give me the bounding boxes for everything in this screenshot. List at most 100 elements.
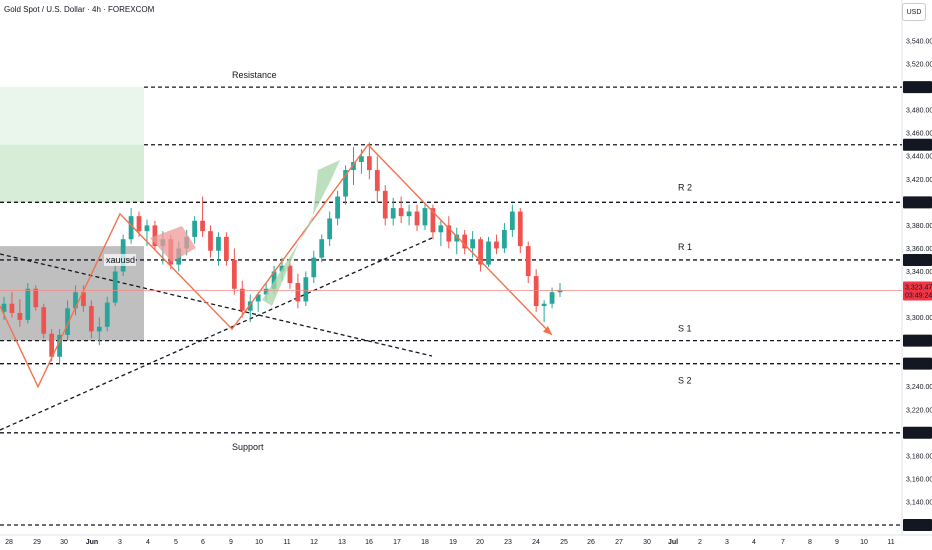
descending-trendline [0,253,433,357]
level-price-tag [903,357,932,370]
candle-body[interactable] [303,277,309,302]
candle-body[interactable] [406,211,412,217]
bearish-arrow [150,226,196,262]
candle-body[interactable] [335,196,340,219]
candle-body[interactable] [41,307,47,334]
candle-body[interactable] [438,225,444,233]
level-label: R 2 [678,182,692,192]
candle-body[interactable] [517,211,523,247]
candle-body[interactable] [279,265,285,272]
candle-body[interactable] [422,208,428,226]
candle-body[interactable] [470,239,476,249]
x-tick-label: Jul [668,539,678,546]
candle-body[interactable] [319,239,325,258]
candle-body[interactable] [287,265,293,283]
x-tick-label: 9 [835,539,839,546]
x-tick-label: 11 [283,539,290,546]
candle-body[interactable] [374,170,380,191]
candle-body[interactable] [128,216,134,240]
candle-body[interactable] [88,306,94,332]
candle-body[interactable] [144,225,150,232]
x-tick-label: 26 [587,539,595,546]
candle-body[interactable] [57,334,62,357]
candle-body[interactable] [446,225,452,242]
candle-body[interactable] [81,292,86,307]
candle-body[interactable] [65,308,70,335]
candle-body[interactable] [73,292,78,309]
y-tick-label: 3,440.00 [906,154,932,161]
candle-body[interactable] [414,211,420,226]
candle-body[interactable] [462,234,468,249]
candle-body[interactable] [104,302,110,327]
y-tick-label: 3,340.00 [906,269,932,276]
candle-body[interactable] [502,229,507,249]
currency-button[interactable]: USD [902,3,926,21]
y-tick-label: 3,300.00 [906,315,932,322]
candle-body[interactable] [533,276,539,307]
candle-body[interactable] [231,259,237,289]
candle-body[interactable] [263,288,269,295]
candle-body[interactable] [390,208,396,219]
candle-body[interactable] [541,303,547,307]
candle-body[interactable] [478,239,483,265]
candle-body[interactable] [343,170,348,197]
candle-body[interactable] [9,303,15,313]
level-price-label: 3,350.00 [905,257,932,264]
candle-body[interactable] [136,216,142,232]
candle-body[interactable] [311,257,317,278]
annotation-label: xauusd [106,255,135,265]
level-label: S 2 [678,376,692,386]
candle-body[interactable] [25,288,31,320]
candle-body[interactable] [216,236,221,251]
candle-body[interactable] [366,156,372,171]
candle-body[interactable] [486,241,491,265]
x-tick-label: 18 [421,539,429,546]
candle-body[interactable] [549,292,555,304]
x-tick-label: 16 [365,539,373,546]
candle-body[interactable] [152,225,158,247]
candle-body[interactable] [1,303,7,312]
candle-body[interactable] [509,211,515,230]
candle-body[interactable] [33,288,39,308]
candle-body[interactable] [557,289,563,293]
candle-body[interactable] [359,156,364,162]
x-tick-label: 25 [560,539,568,546]
y-tick-label: 3,360.00 [906,246,932,253]
level-price-tag [903,426,932,439]
candle-body[interactable] [200,220,205,232]
level-price-tag [903,138,932,151]
x-tick-label: 24 [532,539,540,546]
candle-body[interactable] [208,231,213,251]
candle-body[interactable] [454,234,460,242]
candle-body[interactable] [17,312,23,320]
candle-body[interactable] [351,162,356,171]
y-tick-label: 3,380.00 [906,223,932,230]
candle-body[interactable] [382,190,388,219]
y-tick-label: 3,540.00 [906,39,932,46]
candle-body[interactable] [494,241,499,249]
candle-body[interactable] [224,236,229,260]
candle-body[interactable] [112,271,118,303]
x-tick-label: 10 [255,539,263,546]
candle-body[interactable] [430,208,436,233]
candle-body[interactable] [192,220,198,237]
candle-body[interactable] [96,326,102,332]
y-tick-label: 3,160.00 [906,476,932,483]
candle-body[interactable] [49,333,55,357]
bullish-arrow [262,160,340,306]
y-tick-label: 3,240.00 [906,384,932,391]
candle-body[interactable] [239,288,245,311]
candle-body[interactable] [525,246,531,277]
x-tick-label: 23 [504,539,512,546]
x-tick-label: 10 [860,539,868,546]
candle-body[interactable] [271,271,277,289]
candle-body[interactable] [247,301,253,311]
candle-body[interactable] [255,294,261,302]
x-tick-label: 30 [60,539,68,546]
candle-body[interactable] [398,208,404,217]
level-price-tag [903,253,932,266]
candle-body[interactable] [327,218,333,240]
candle-body[interactable] [295,283,301,302]
x-tick-label: 4 [752,539,756,546]
